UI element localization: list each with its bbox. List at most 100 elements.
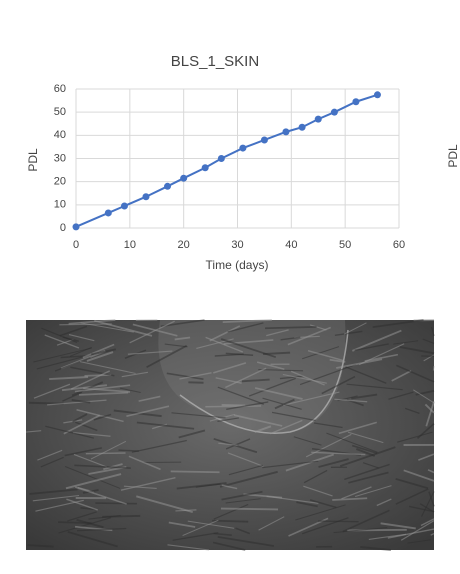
cell-fiber — [35, 499, 84, 512]
cell-fiber — [227, 452, 264, 467]
cell-fiber — [397, 431, 433, 443]
cell-fiber — [120, 477, 176, 491]
cell-fiber — [395, 488, 429, 505]
cell-fiber — [74, 464, 131, 469]
cell-fiber — [69, 346, 92, 357]
cell-fiber — [119, 387, 141, 394]
cell-fiber — [334, 330, 363, 337]
cell-fiber — [78, 391, 129, 396]
cell-fiber — [241, 378, 270, 383]
cell-fiber — [262, 397, 302, 410]
cell-fiber — [33, 383, 71, 399]
data-point — [314, 115, 322, 123]
cell-fiber — [407, 539, 432, 544]
cell-fiber — [136, 495, 193, 513]
cell-fiber — [355, 485, 392, 498]
cell-fiber — [68, 319, 116, 325]
cell-fiber — [187, 520, 235, 529]
cell-fiber — [329, 358, 346, 363]
cell-fiber — [218, 442, 238, 446]
cell-fiber — [362, 462, 379, 469]
cell-fiber — [321, 375, 356, 395]
cell-fiber — [213, 503, 249, 520]
cell-fiber — [420, 518, 435, 527]
cell-fiber — [90, 348, 117, 356]
cell-fiber — [221, 490, 263, 501]
cell-fiber — [344, 463, 390, 481]
cell-fiber — [176, 482, 227, 490]
cell-fiber — [413, 389, 435, 404]
cell-fiber — [129, 320, 175, 344]
cell-fiber — [213, 532, 232, 536]
cell-fiber — [254, 387, 303, 400]
cell-fiber — [318, 458, 349, 468]
cell-fiber — [354, 343, 389, 352]
cell-fiber — [399, 346, 435, 355]
cell-fiber — [170, 470, 220, 474]
cell-fiber — [332, 497, 368, 501]
cell-fiber — [127, 350, 173, 355]
y-tick-label: 30 — [54, 152, 66, 164]
cell-fiber — [311, 451, 366, 456]
cell-fiber — [388, 391, 414, 400]
data-point — [142, 193, 150, 201]
series-line — [75, 93, 378, 228]
cell-fiber — [67, 531, 118, 548]
cell-fiber — [279, 375, 303, 380]
y-tick-label: 50 — [54, 106, 66, 118]
cell-fiber — [54, 356, 91, 372]
cell-fiber — [262, 460, 319, 469]
cell-fiber — [71, 399, 91, 404]
cell-fiber — [287, 326, 331, 346]
cell-fiber — [348, 471, 389, 484]
cell-fiber — [174, 336, 191, 341]
cell-fiber — [172, 532, 219, 541]
cell-fiber — [360, 546, 392, 551]
cell-fiber — [33, 347, 92, 363]
y-tick-label: 60 — [54, 83, 66, 95]
cell-fiber — [309, 499, 337, 509]
cell-fiber — [70, 370, 110, 390]
cell-fiber — [283, 391, 340, 406]
cell-fiber — [404, 407, 420, 414]
cell-fiber — [179, 372, 212, 380]
cell-fiber — [49, 376, 89, 381]
x-tick-label: 60 — [393, 239, 405, 251]
cell-fiber — [351, 393, 378, 400]
cell-fiber — [293, 436, 322, 446]
x-tick-label: 10 — [124, 239, 136, 251]
cell-fiber — [318, 520, 359, 523]
cell-fiber — [59, 323, 112, 326]
cell-fiber — [307, 350, 345, 362]
cell-fiber — [79, 361, 136, 374]
cell-fiber — [167, 544, 210, 551]
cell-fiber — [396, 364, 435, 383]
cell-fiber — [62, 391, 83, 402]
cell-fiber — [338, 421, 377, 435]
cell-fiber — [347, 431, 384, 444]
cell-fiber — [428, 491, 435, 507]
cell-fiber — [45, 425, 95, 439]
cell-fiber — [74, 384, 131, 393]
cell-fiber — [58, 517, 112, 534]
cell-fiber — [290, 370, 325, 386]
cell-fiber — [65, 473, 122, 490]
cell-fiber — [222, 319, 272, 324]
cell-fiber — [266, 329, 289, 337]
cell-fiber — [75, 486, 127, 505]
cell-fiber — [235, 527, 251, 535]
cell-fiber — [221, 484, 238, 490]
cell-fiber — [301, 517, 349, 535]
cell-fiber — [68, 333, 95, 342]
data-point — [352, 98, 360, 106]
cell-fiber — [409, 505, 435, 513]
cell-fiber — [368, 533, 407, 540]
y-tick-label: 20 — [54, 176, 66, 188]
cell-fiber — [225, 367, 267, 389]
y-tick-label: 10 — [54, 199, 66, 211]
side-label: PDL — [446, 144, 460, 168]
cell-fiber — [422, 338, 435, 344]
y-axis-label: PDL — [26, 148, 40, 172]
cell-fiber — [226, 401, 269, 410]
data-point — [72, 223, 80, 231]
